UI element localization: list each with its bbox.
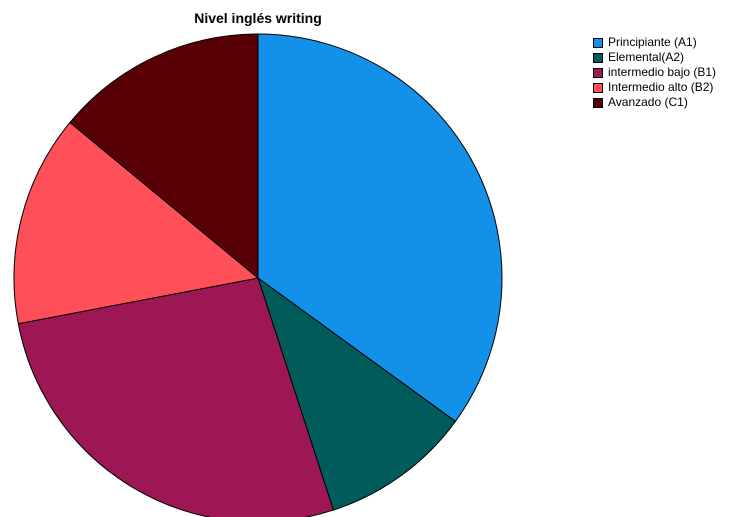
legend-swatch: [593, 37, 603, 48]
pie-slice-5: [69, 33, 259, 280]
legend-label: intermedio bajo (B1): [608, 65, 717, 79]
legend-item: Avanzado (C1): [593, 95, 716, 110]
pie-slice-3: [17, 277, 335, 517]
legend-item: Intermedio alto (B2): [593, 80, 716, 95]
legend-swatch: [593, 67, 603, 78]
legend-label: Principiante (A1): [608, 35, 697, 49]
legend-swatch: [593, 52, 603, 63]
legend-swatch: [593, 82, 603, 93]
legend-label: Elemental(A2): [608, 50, 685, 64]
legend-label: Avanzado (C1): [608, 95, 688, 109]
pie-slice-2: [257, 276, 457, 511]
legend-item: intermedio bajo (B1): [593, 65, 716, 80]
legend-item: Principiante (A1): [593, 35, 716, 50]
legend-swatch: [593, 97, 603, 108]
pie-slices: [13, 33, 503, 517]
legend-item: Elemental(A2): [593, 50, 716, 65]
legend: Principiante (A1) Elemental(A2) intermedio…: [593, 35, 716, 110]
chart-title: Nivel inglés writing: [194, 10, 322, 26]
pie-slice-1: [257, 33, 503, 423]
legend-label: Intermedio alto (B2): [608, 80, 714, 94]
pie-slice-4: [13, 121, 260, 325]
